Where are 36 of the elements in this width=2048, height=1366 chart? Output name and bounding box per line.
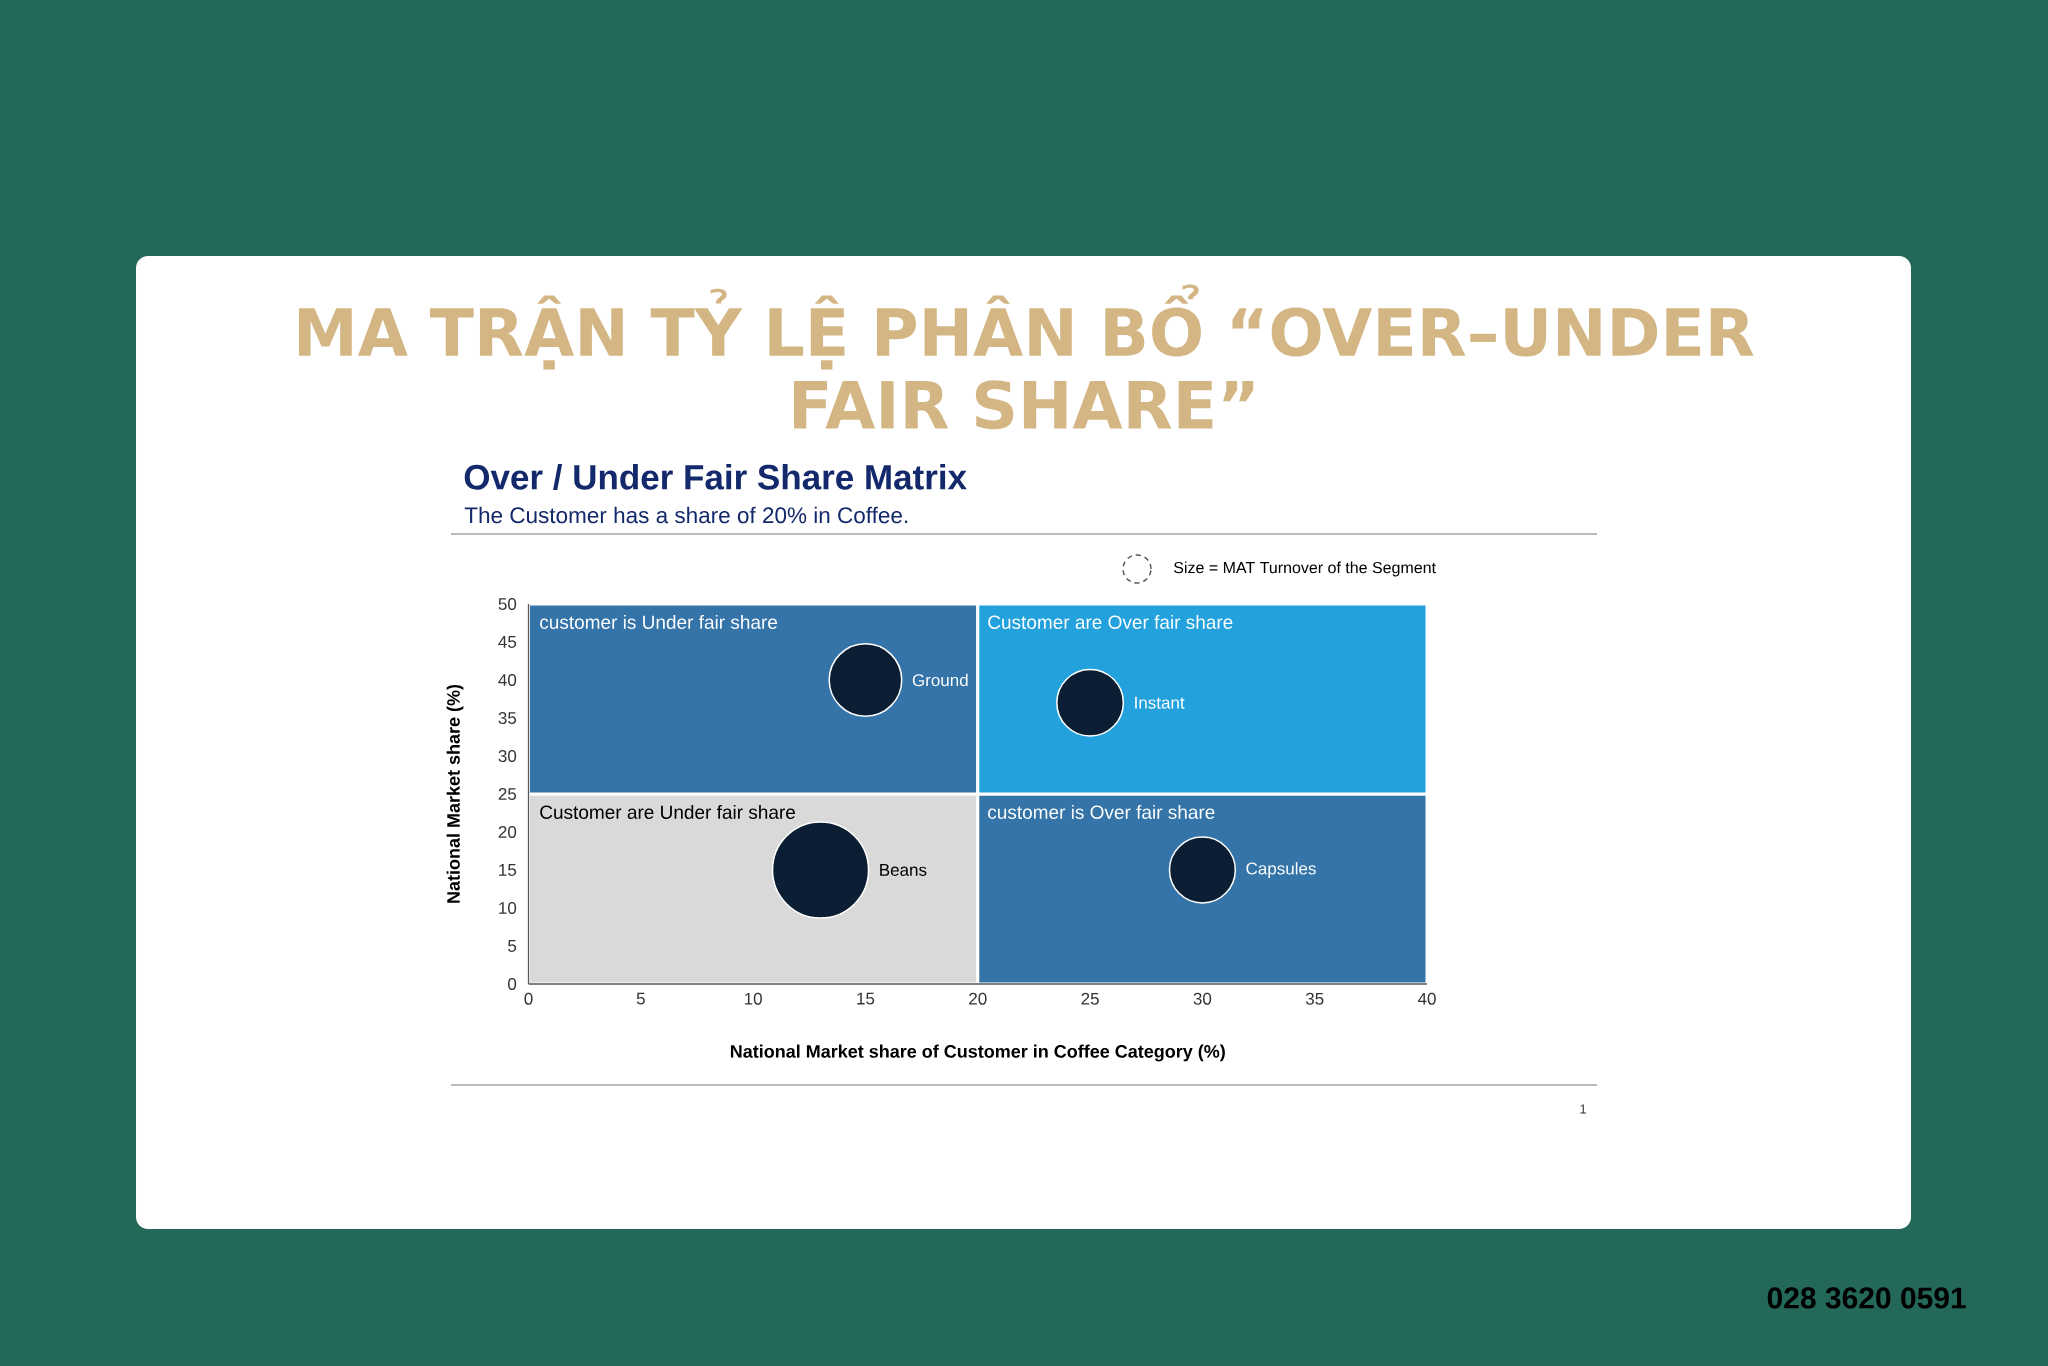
- text: The Customer has a share of 20% in Coffee.: [464, 506, 908, 524]
- y-tick-label: 15: [499, 864, 517, 876]
- annotation: Capsules: [1246, 862, 1316, 878]
- y-tick-label: 30: [498, 749, 517, 763]
- text: Size = MAT Turnover of the Segment: [1174, 561, 1436, 577]
- x-tick-label: 5: [636, 992, 645, 1005]
- text: 028 3620 0591: [1767, 1287, 1966, 1309]
- y-tick-label: 0: [508, 977, 517, 990]
- x-tick-label: 0: [524, 992, 533, 1005]
- annotation: Ground: [912, 673, 968, 687]
- annotation: customer is Over fair share: [988, 804, 1215, 819]
- chart-title: MA TRẬN TỶ LỆ PHÂN BỔ “OVER–UNDER FAIR SHARE”: [299, 284, 1754, 430]
- y-axis-title: National Market share (%): [446, 684, 464, 903]
- y-tick-label: 20: [498, 825, 517, 839]
- y-tick-label: 45: [498, 636, 517, 648]
- annotation: customer is Under fair share: [540, 614, 778, 629]
- y-tick-label: 5: [508, 940, 517, 952]
- x-tick-label: 35: [1305, 992, 1324, 1005]
- x-tick-label: 40: [1417, 992, 1436, 1005]
- annotation: Customer are Over fair share: [988, 614, 1233, 629]
- annotation: Instant: [1135, 696, 1185, 709]
- x-tick-label: 20: [969, 992, 987, 1005]
- y-tick-label: 50: [498, 597, 517, 611]
- annotation: Beans: [880, 864, 927, 876]
- y-tick-label: 25: [498, 787, 517, 801]
- y-tick-label: 35: [498, 711, 517, 725]
- x-tick-label: 10: [744, 992, 762, 1005]
- annotation: Customer are Under fair share: [540, 804, 795, 819]
- x-tick-label: 25: [1081, 992, 1099, 1005]
- y-tick-label: 10: [499, 901, 517, 915]
- x-axis-title: National Market share of Customer in Coffee Category (%): [730, 1044, 1225, 1062]
- x-tick-label: 15: [857, 992, 875, 1005]
- text: 1: [1580, 1104, 1587, 1114]
- chart-subtitle: Over / Under Fair Share Matrix: [464, 463, 967, 491]
- x-tick-label: 30: [1193, 992, 1212, 1005]
- y-tick-label: 40: [498, 673, 517, 687]
